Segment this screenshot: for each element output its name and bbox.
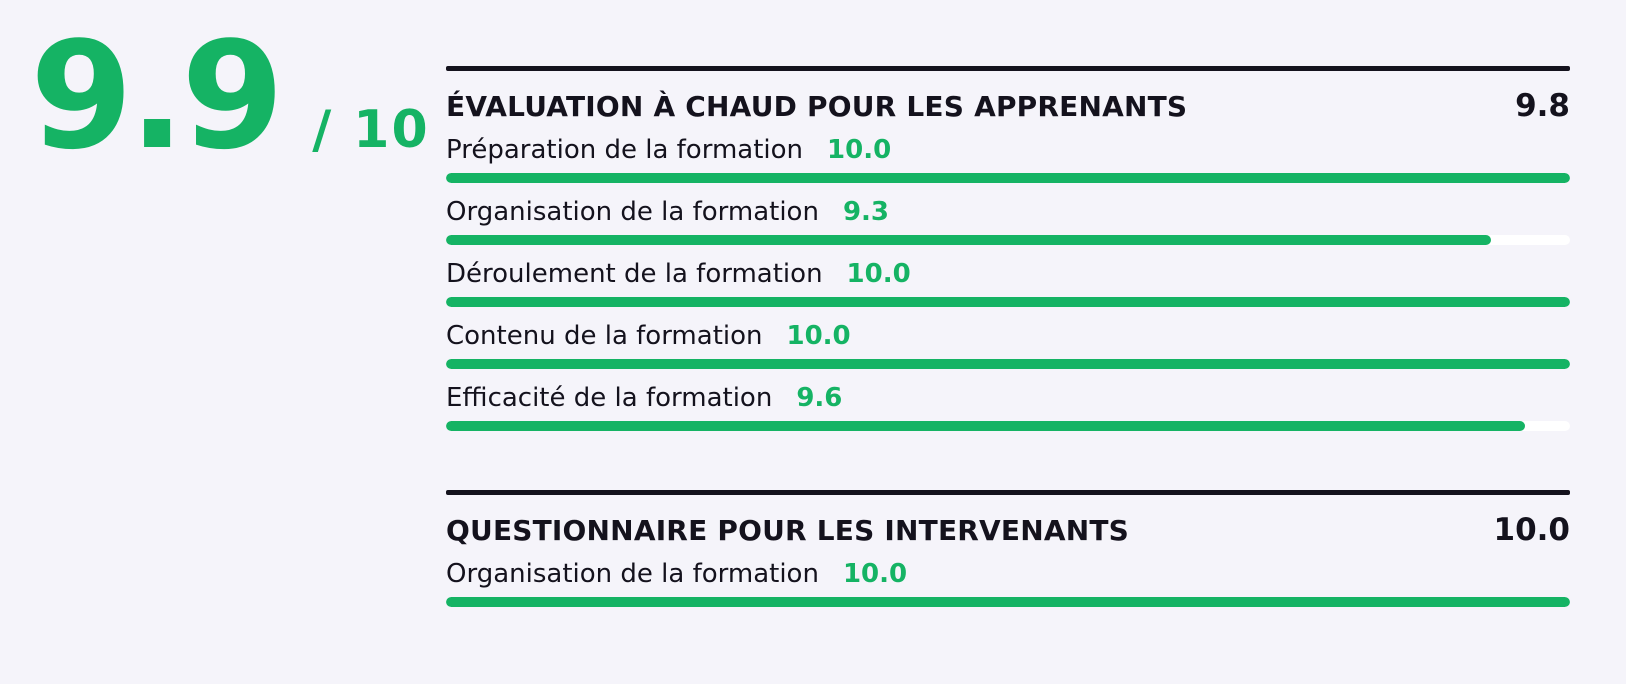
overall-score-block: 9.9 / 10 bbox=[30, 22, 430, 170]
section-score: 10.0 bbox=[1493, 512, 1571, 548]
metric-row: Organisation de la formation 10.0 bbox=[446, 558, 1570, 607]
section-header: QUESTIONNAIRE POUR LES INTERVENANTS 10.0 bbox=[446, 512, 1570, 548]
section-divider bbox=[446, 66, 1570, 71]
metric-label: Déroulement de la formation bbox=[446, 259, 823, 289]
metric-bar-fill bbox=[446, 597, 1570, 607]
metric-label: Préparation de la formation bbox=[446, 135, 804, 165]
section-score: 9.8 bbox=[1515, 88, 1570, 124]
metric-bar-track bbox=[446, 173, 1570, 183]
metric-label: Contenu de la formation bbox=[446, 321, 763, 351]
metric-value: 9.6 bbox=[796, 383, 843, 413]
metric-bar-fill bbox=[446, 297, 1570, 307]
metric-value: 10.0 bbox=[842, 559, 908, 589]
section-divider bbox=[446, 490, 1570, 495]
metric-row: Efficacité de la formation 9.6 bbox=[446, 382, 1570, 431]
metric-line: Efficacité de la formation 9.6 bbox=[446, 382, 1570, 414]
section-intervenants: QUESTIONNAIRE POUR LES INTERVENANTS 10.0… bbox=[446, 512, 1570, 607]
metric-row: Organisation de la formation 9.3 bbox=[446, 196, 1570, 245]
metric-label: Organisation de la formation bbox=[446, 559, 819, 589]
metric-label: Efficacité de la formation bbox=[446, 383, 773, 413]
metric-bar-track bbox=[446, 421, 1570, 431]
metric-row: Déroulement de la formation 10.0 bbox=[446, 258, 1570, 307]
metric-value: 9.3 bbox=[842, 197, 889, 227]
section-apprenants: ÉVALUATION À CHAUD POUR LES APPRENANTS 9… bbox=[446, 88, 1570, 431]
metric-bar-fill bbox=[446, 173, 1570, 183]
metric-bar-track bbox=[446, 597, 1570, 607]
section-title: QUESTIONNAIRE POUR LES INTERVENANTS bbox=[446, 514, 1130, 547]
metric-bar-fill bbox=[446, 421, 1526, 431]
metric-bar-track bbox=[446, 359, 1570, 369]
metric-line: Contenu de la formation 10.0 bbox=[446, 320, 1570, 352]
metric-bar-track bbox=[446, 297, 1570, 307]
metric-line: Organisation de la formation 10.0 bbox=[446, 558, 1570, 590]
metric-value: 10.0 bbox=[786, 321, 851, 351]
metric-value: 10.0 bbox=[846, 259, 911, 289]
metric-line: Organisation de la formation 9.3 bbox=[446, 196, 1570, 228]
overall-score-max: / 10 bbox=[312, 100, 430, 160]
metric-rows: Préparation de la formation 10.0 Organis… bbox=[446, 134, 1570, 431]
overall-score: 9.9 bbox=[30, 10, 284, 182]
metric-value: 10.0 bbox=[827, 135, 892, 165]
metric-bar-fill bbox=[446, 359, 1570, 369]
metric-label: Organisation de la formation bbox=[446, 197, 819, 227]
metric-bar-fill bbox=[446, 235, 1492, 245]
metric-row: Contenu de la formation 10.0 bbox=[446, 320, 1570, 369]
metric-bar-track bbox=[446, 235, 1570, 245]
metric-row: Préparation de la formation 10.0 bbox=[446, 134, 1570, 183]
section-title: ÉVALUATION À CHAUD POUR LES APPRENANTS bbox=[446, 90, 1188, 123]
metric-line: Déroulement de la formation 10.0 bbox=[446, 258, 1570, 290]
metric-line: Préparation de la formation 10.0 bbox=[446, 134, 1570, 166]
metric-rows: Organisation de la formation 10.0 bbox=[446, 558, 1570, 607]
evaluation-report: ÉVALUATION À CHAUD POUR LES APPRENANTS 9… bbox=[446, 0, 1570, 620]
section-header: ÉVALUATION À CHAUD POUR LES APPRENANTS 9… bbox=[446, 88, 1570, 124]
